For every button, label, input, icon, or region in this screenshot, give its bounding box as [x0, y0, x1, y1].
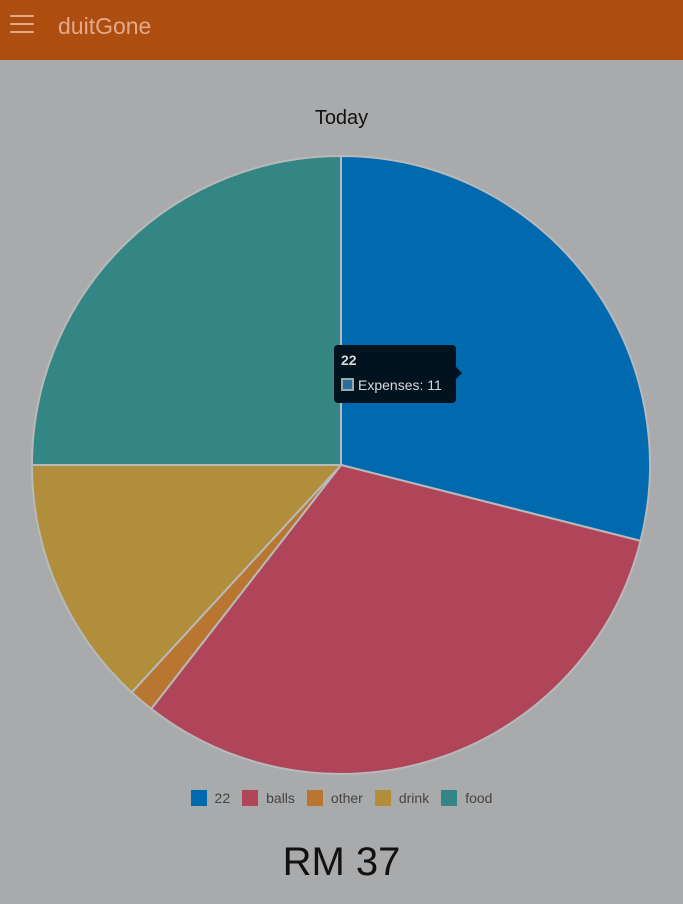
tooltip-arrow: [456, 367, 462, 379]
legend-item-other[interactable]: other: [306, 790, 363, 806]
chart-tooltip: 22 Expenses: 11: [334, 345, 462, 403]
legend-swatch: [374, 790, 391, 806]
app-title: duitGone: [58, 13, 152, 39]
legend-swatch: [190, 790, 207, 806]
pie-slice-food[interactable]: [30, 154, 342, 466]
legend-swatch: [242, 790, 259, 806]
legend-swatch: [441, 790, 458, 806]
tooltip-swatch: [341, 378, 354, 391]
legend-label: food: [465, 790, 493, 806]
legend-item-22[interactable]: 22: [190, 790, 231, 806]
tooltip-title: 22: [341, 352, 357, 368]
expense-chart: Today 22 Expenses: 11 22 balls other drink f…: [0, 60, 683, 904]
legend-label: balls: [266, 790, 295, 806]
hamburger-icon[interactable]: [10, 12, 36, 38]
pie-slice-balls[interactable]: [149, 463, 642, 775]
legend-label: 22: [214, 790, 231, 806]
pie-chart: [30, 154, 651, 775]
legend-label: drink: [398, 790, 430, 806]
pie-slice-22[interactable]: [340, 154, 651, 543]
top-app-bar: duitGone: [0, 0, 683, 60]
chart-title: Today: [314, 107, 369, 129]
chart-legend: 22 balls other drink food: [0, 788, 683, 808]
legend-swatch: [306, 790, 323, 806]
pie-slice-drink[interactable]: [30, 464, 344, 694]
total-amount: RM 37: [282, 840, 401, 884]
legend-item-food[interactable]: food: [441, 790, 492, 806]
tooltip-label: Expenses: 11: [358, 377, 442, 393]
legend-label: other: [330, 790, 363, 806]
legend-item-balls[interactable]: balls: [242, 790, 295, 806]
legend-item-drink[interactable]: drink: [374, 790, 430, 806]
